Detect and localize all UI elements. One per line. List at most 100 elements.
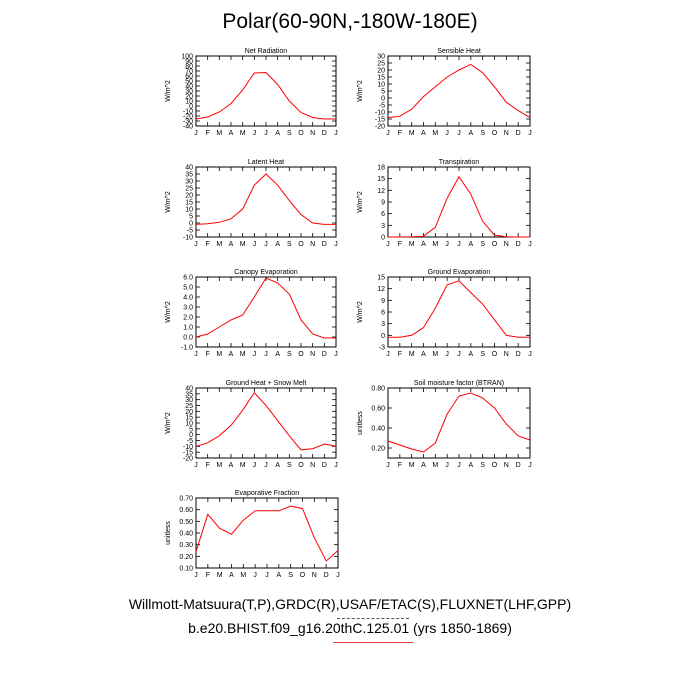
x-tick-label: M [217, 572, 223, 579]
y-axis-label: W/m^2 [165, 301, 172, 323]
x-tick-label: N [504, 462, 509, 469]
x-tick-label: O [492, 462, 498, 469]
x-tick-label: O [298, 241, 304, 248]
y-tick-label: 35 [185, 172, 193, 179]
x-tick-label: F [206, 351, 210, 358]
x-tick-label: J [457, 462, 461, 469]
y-tick-label: 4.0 [183, 295, 193, 302]
x-tick-label: J [334, 351, 338, 358]
x-tick-label: M [240, 351, 246, 358]
y-tick-label: 15 [377, 176, 385, 183]
panel-title: Ground Evaporation [428, 269, 491, 276]
x-tick-label: M [240, 241, 246, 248]
y-tick-label: 0.50 [179, 519, 193, 526]
x-tick-label: D [322, 462, 327, 469]
y-tick-label: -20 [183, 456, 193, 463]
y-tick-label: 25 [377, 61, 385, 68]
series-line [387, 392, 531, 453]
y-tick-label: 50 [185, 79, 193, 86]
y-tick-label: 18 [377, 165, 385, 172]
y-tick-label: 0 [189, 432, 193, 439]
y-axis-label: W/m^2 [165, 80, 172, 102]
x-tick-label: J [528, 130, 532, 137]
x-tick-label: A [468, 351, 473, 358]
x-tick-label: S [287, 130, 292, 137]
panel-title: Evaporative Fraction [235, 490, 299, 497]
x-tick-label: F [206, 130, 210, 137]
y-tick-label: 5 [189, 426, 193, 433]
y-axis-label: unitless [165, 521, 172, 545]
x-tick-label: J [194, 241, 198, 248]
panel-title: Canopy Evaporation [234, 269, 298, 276]
x-tick-label: M [240, 130, 246, 137]
x-tick-label: N [504, 241, 509, 248]
y-tick-label: 0.70 [179, 496, 193, 503]
y-tick-label: 3 [381, 321, 385, 328]
chart-panel-1: Net Radiation W/m^2 -40-30-20-100102030405… [165, 48, 338, 137]
y-tick-label: 12 [377, 286, 385, 293]
y-tick-label: 3.0 [183, 305, 193, 312]
y-axis-label: W/m^2 [357, 191, 364, 213]
x-tick-label: N [504, 130, 509, 137]
y-tick-label: 20 [185, 409, 193, 416]
panel-title: Soil moisture factor (BTRAN) [414, 380, 504, 387]
y-tick-label: 30 [185, 397, 193, 404]
x-tick-label: J [386, 462, 390, 469]
series-line [195, 71, 336, 120]
x-tick-label: D [516, 130, 521, 137]
x-tick-label: J [457, 241, 461, 248]
x-tick-label: M [432, 241, 438, 248]
plot-frame [387, 387, 531, 459]
panel-title: Latent Heat [248, 159, 284, 166]
x-tick-label: A [276, 572, 281, 579]
x-tick-label: A [229, 130, 234, 137]
x-tick-label: O [298, 351, 304, 358]
x-tick-label: M [409, 241, 415, 248]
y-tick-label: -10 [183, 109, 193, 116]
x-tick-label: A [421, 351, 426, 358]
series-line [387, 63, 531, 119]
y-tick-label: 3 [381, 223, 385, 230]
x-tick-label: J [334, 130, 338, 137]
y-tick-label: 2.0 [183, 315, 193, 322]
x-tick-label: J [253, 462, 257, 469]
x-tick-label: N [504, 351, 509, 358]
x-tick-label: D [516, 241, 521, 248]
y-tick-label: 12 [377, 188, 385, 195]
y-tick-label: -10 [183, 235, 193, 242]
series-line [388, 280, 530, 338]
x-tick-label: D [322, 130, 327, 137]
x-tick-label: J [445, 351, 449, 358]
chart-panel-8: Soil moisture factor (BTRAN) unitless 0.20… [357, 380, 532, 469]
y-tick-label: 10 [185, 421, 193, 428]
x-tick-label: J [334, 462, 338, 469]
plot-frame [387, 276, 531, 348]
x-tick-label: J [334, 241, 338, 248]
x-tick-label: M [216, 130, 222, 137]
x-tick-label: N [310, 462, 315, 469]
x-tick-label: N [312, 572, 317, 579]
y-tick-label: 0.40 [179, 531, 193, 538]
x-tick-label: N [310, 241, 315, 248]
y-tick-label: 20 [377, 68, 385, 75]
y-tick-label: -10 [375, 110, 385, 117]
y-tick-label: 1.0 [183, 325, 193, 332]
x-tick-label: J [445, 241, 449, 248]
x-tick-label: J [194, 351, 198, 358]
x-tick-label: J [253, 130, 257, 137]
y-tick-label: 35 [185, 391, 193, 398]
x-tick-label: J [253, 241, 257, 248]
y-axis-label: W/m^2 [357, 301, 364, 323]
y-tick-label: 5 [189, 214, 193, 221]
x-tick-label: O [492, 130, 498, 137]
x-tick-label: D [324, 572, 329, 579]
x-tick-label: F [398, 351, 402, 358]
x-tick-label: M [432, 462, 438, 469]
y-tick-label: 0.0 [183, 335, 193, 342]
x-tick-label: J [386, 351, 390, 358]
x-tick-label: M [216, 462, 222, 469]
x-tick-label: F [206, 241, 210, 248]
x-tick-label: F [398, 130, 402, 137]
x-tick-label: J [528, 462, 532, 469]
